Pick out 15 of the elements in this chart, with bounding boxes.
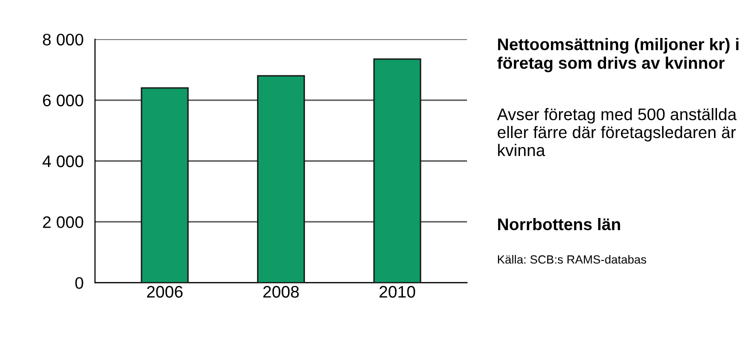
y-tick-label: 0: [75, 277, 84, 289]
x-tick-label: 2010: [380, 286, 416, 298]
y-tick-label: 8 000: [42, 34, 84, 46]
bar: [140, 87, 189, 283]
y-tick-label: 2 000: [43, 216, 84, 228]
bar: [257, 75, 305, 283]
y-tick-label: 6 000: [43, 94, 84, 106]
text: Källa: SCB:s RAMS-databas: [498, 255, 646, 264]
text: Avser företag med 500 anställda eller färre där företagsledaren är kvinna: [497, 108, 737, 156]
x-tick-label: 2006: [147, 286, 183, 298]
text: Nettoomsättning (miljoner kr) i företag som drivs av kvinnor: [497, 38, 738, 72]
y-tick-label: 4 000: [42, 155, 84, 168]
bar: [373, 58, 422, 283]
text: Norrbottens län: [498, 218, 620, 230]
x-tick-label: 2008: [263, 286, 299, 298]
